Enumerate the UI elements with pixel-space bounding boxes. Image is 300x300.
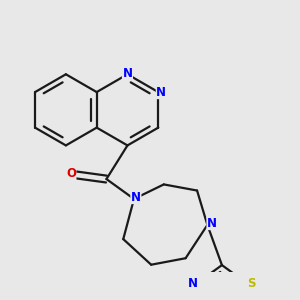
Text: N: N bbox=[207, 217, 217, 230]
Text: S: S bbox=[247, 277, 255, 290]
Text: N: N bbox=[131, 190, 141, 203]
Text: N: N bbox=[122, 67, 133, 80]
Text: N: N bbox=[156, 85, 166, 99]
Text: O: O bbox=[66, 167, 76, 180]
Text: N: N bbox=[188, 277, 198, 290]
